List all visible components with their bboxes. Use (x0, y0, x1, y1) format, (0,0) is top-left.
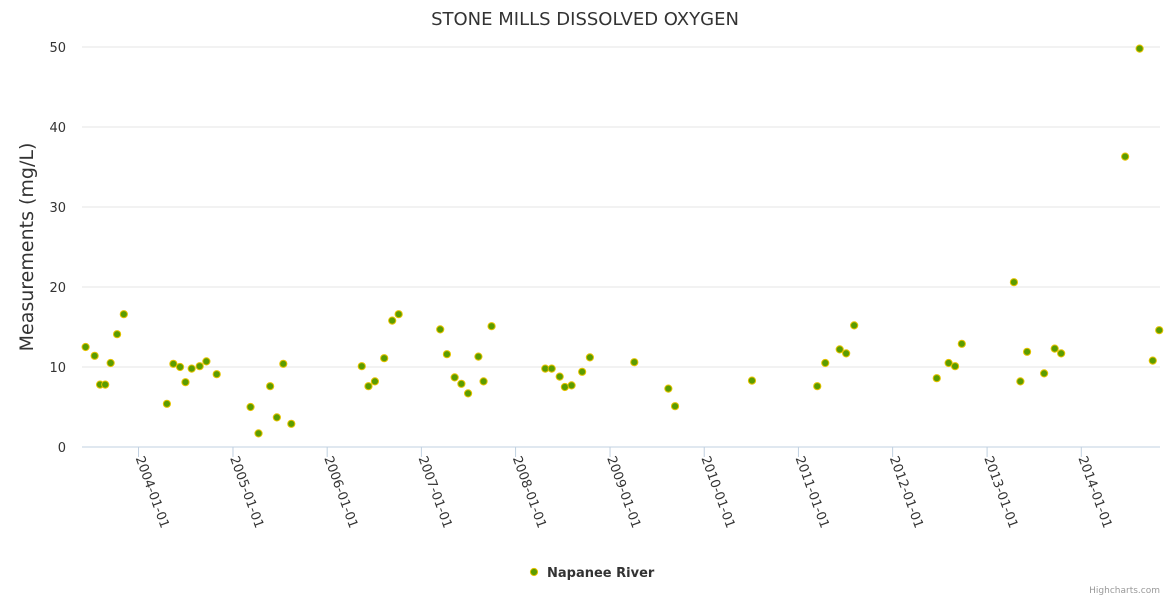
y-axis-ticks: 0 10 20 30 40 50 (49, 41, 66, 456)
data-point[interactable] (101, 380, 110, 389)
data-point[interactable] (212, 370, 221, 379)
data-point[interactable] (357, 362, 366, 371)
data-point[interactable] (169, 359, 178, 368)
data-point[interactable] (187, 364, 196, 373)
y-tick-label: 30 (49, 201, 66, 216)
data-point[interactable] (630, 358, 639, 367)
data-point[interactable] (567, 381, 576, 390)
data-point[interactable] (1009, 278, 1019, 287)
data-point[interactable] (162, 399, 172, 408)
data-point[interactable] (1121, 152, 1130, 161)
data-point[interactable] (1016, 377, 1025, 386)
data-point[interactable] (370, 377, 380, 386)
data-point[interactable] (850, 321, 859, 330)
data-point[interactable] (842, 349, 851, 358)
data-point[interactable] (436, 325, 445, 334)
data-point[interactable] (1148, 356, 1157, 365)
data-point[interactable] (254, 429, 263, 438)
y-tick-label: 50 (49, 41, 66, 56)
legend[interactable]: Napanee River (529, 566, 655, 581)
data-point[interactable] (450, 373, 459, 382)
data-point[interactable] (547, 364, 556, 373)
data-point[interactable] (585, 353, 595, 362)
legend-label[interactable]: Napanee River (547, 566, 655, 581)
data-point[interactable] (555, 372, 564, 381)
data-point[interactable] (578, 367, 587, 376)
grid-layer (82, 46, 1160, 448)
data-point[interactable] (474, 352, 483, 361)
data-point[interactable] (272, 413, 281, 422)
legend-marker[interactable] (529, 567, 539, 577)
data-point[interactable] (246, 402, 255, 412)
data-point[interactable] (106, 358, 115, 368)
data-point[interactable] (380, 354, 389, 363)
data-point[interactable] (944, 358, 953, 368)
data-point[interactable] (195, 362, 204, 371)
data-point[interactable] (457, 379, 466, 388)
y-tick-label: 40 (49, 121, 66, 136)
data-point[interactable] (957, 339, 966, 348)
data-point[interactable] (1057, 349, 1066, 358)
data-point[interactable] (266, 382, 275, 391)
y-axis-label: Measurements (mg/L) (16, 143, 38, 352)
data-point[interactable] (664, 384, 673, 393)
data-point[interactable] (202, 357, 211, 366)
data-point[interactable] (181, 378, 190, 387)
data-point[interactable] (487, 322, 496, 331)
data-point[interactable] (1155, 326, 1164, 335)
data-point[interactable] (821, 358, 830, 368)
y-tick-label: 0 (58, 441, 66, 456)
credits-link[interactable]: Highcharts.com (1089, 586, 1160, 596)
data-point[interactable] (90, 351, 99, 360)
data-point[interactable] (932, 374, 941, 383)
data-point[interactable] (287, 419, 296, 428)
data-point[interactable] (950, 362, 960, 371)
data-point[interactable] (442, 350, 452, 359)
y-tick-label: 20 (49, 281, 66, 296)
data-point[interactable] (747, 376, 757, 385)
data-point[interactable] (81, 342, 90, 352)
data-point[interactable] (560, 382, 569, 392)
data-point[interactable] (279, 359, 288, 368)
data-point[interactable] (479, 377, 488, 386)
chart-title: STONE MILLS DISSOLVED OXYGEN (431, 9, 739, 30)
data-point[interactable] (835, 345, 844, 354)
data-point[interactable] (1135, 44, 1144, 53)
data-point[interactable] (670, 402, 680, 411)
data-point[interactable] (364, 382, 373, 391)
data-points (81, 44, 1164, 438)
data-point[interactable] (388, 316, 397, 325)
data-point[interactable] (119, 310, 128, 319)
data-point[interactable] (175, 362, 185, 372)
data-point[interactable] (463, 389, 473, 398)
data-point[interactable] (1022, 347, 1032, 356)
data-point[interactable] (1050, 344, 1059, 353)
data-point[interactable] (112, 330, 122, 339)
data-point[interactable] (394, 310, 403, 319)
y-tick-label: 10 (49, 361, 66, 376)
data-point[interactable] (1040, 369, 1049, 378)
data-point[interactable] (813, 382, 822, 391)
